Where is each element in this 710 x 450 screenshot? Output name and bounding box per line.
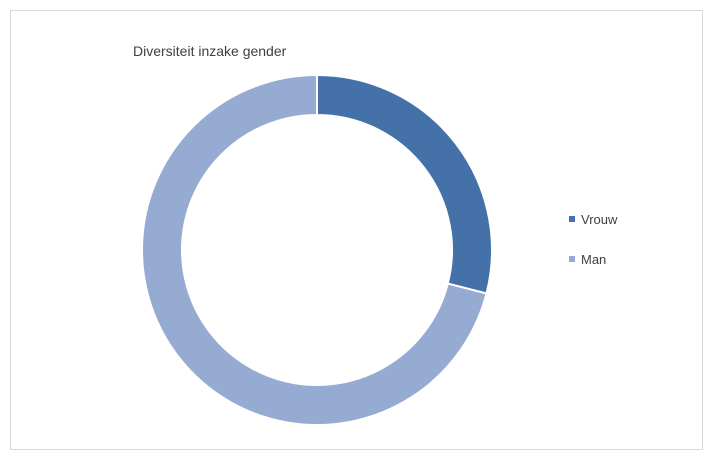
slice-vrouw [316, 73, 493, 295]
chart-title: Diversiteit inzake gender [133, 43, 287, 59]
legend-item-man: Man [569, 249, 617, 269]
legend: Vrouw Man [569, 209, 617, 289]
legend-label-man: Man [581, 251, 607, 267]
legend-item-vrouw: Vrouw [569, 209, 617, 229]
legend-swatch-vrouw [569, 216, 575, 222]
legend-swatch-man [569, 256, 575, 262]
legend-label-vrouw: Vrouw [581, 211, 618, 227]
slice-man [141, 73, 488, 426]
doughnut-slices [141, 73, 493, 426]
